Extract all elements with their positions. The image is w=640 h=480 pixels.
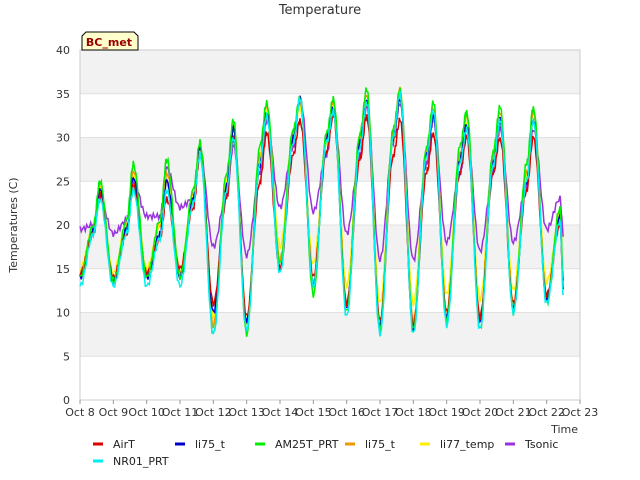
plot-area <box>79 49 581 401</box>
series-line-li75-t <box>79 95 565 332</box>
series-line-nr01-prt <box>79 90 565 337</box>
y-axis-ticks: 0 5 10 15 20 25 30 35 40 <box>56 44 70 407</box>
x-tick-label: Oct 8 <box>65 406 95 419</box>
x-tick-label: Oct 9 <box>99 406 129 419</box>
x-tick-label: Oct 13 <box>228 406 265 419</box>
x-tick-label: Oct 10 <box>128 406 165 419</box>
y-tick-label: 5 <box>63 350 70 363</box>
series-line-am25t-prt <box>79 87 564 337</box>
y-tick-label: 30 <box>56 132 70 145</box>
legend-label: NR01_PRT <box>113 455 169 468</box>
y-tick-label: 35 <box>56 88 70 101</box>
x-tick-label: Oct 14 <box>262 406 299 419</box>
legend-label: li75_t <box>365 438 396 451</box>
series-lines <box>79 86 565 337</box>
x-tick-label: Oct 23 <box>562 406 599 419</box>
legend-label: Tsonic <box>524 438 558 451</box>
legend-label: li77_temp <box>440 438 494 451</box>
site-label-badge: BC_met <box>81 31 139 51</box>
y-tick-label: 40 <box>56 44 70 57</box>
x-tick-label: Oct 11 <box>162 406 199 419</box>
y-tick-label: 10 <box>56 307 70 320</box>
x-tick-label: Oct 22 <box>528 406 565 419</box>
y-tick-label: 15 <box>56 263 70 276</box>
legend-label: AM25T_PRT <box>275 438 339 451</box>
x-tick-label: Oct 20 <box>462 406 499 419</box>
x-tick-label: Oct 19 <box>428 406 465 419</box>
legend-label: li75_t <box>195 438 226 451</box>
grid-band <box>80 225 580 269</box>
legend: AirT li75_t AM25T_PRT li75_t li77_temp Tsonic… <box>93 438 558 468</box>
grid-band <box>80 50 580 94</box>
legend-label: AirT <box>113 438 135 451</box>
y-tick-label: 20 <box>56 219 70 232</box>
x-tick-label: Oct 12 <box>195 406 232 419</box>
x-tick-label: Oct 17 <box>362 406 399 419</box>
series-line-li75-t <box>79 86 564 329</box>
x-tick-label: Oct 21 <box>495 406 532 419</box>
y-tick-label: 25 <box>56 175 70 188</box>
y-axis-title: Temperatures (C) <box>7 177 20 273</box>
x-axis-title: Time <box>550 423 578 436</box>
site-label: BC_met <box>86 36 132 49</box>
x-tick-label: Oct 16 <box>328 406 365 419</box>
x-tick-label: Oct 18 <box>395 406 432 419</box>
y-tick-label: 0 <box>63 394 70 407</box>
chart-title: Temperature <box>278 3 361 18</box>
series-line-li77-temp <box>80 96 565 319</box>
x-tick-label: Oct 15 <box>295 406 332 419</box>
grid-bands <box>80 50 580 357</box>
grid-band <box>80 312 580 357</box>
